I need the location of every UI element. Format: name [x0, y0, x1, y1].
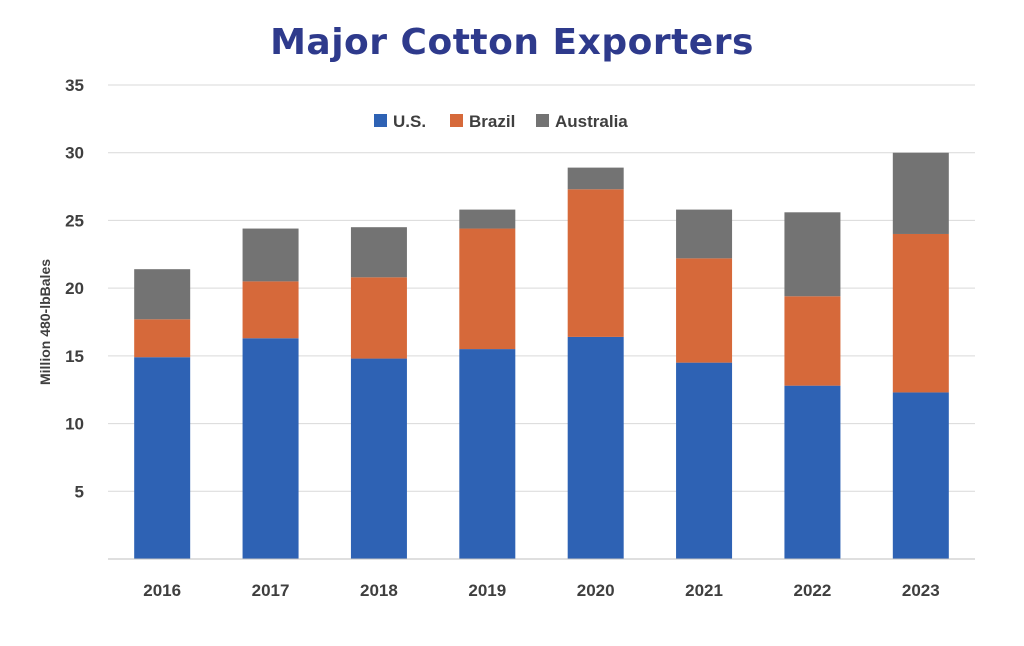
bars	[134, 152, 949, 559]
y-tick-label: 25	[65, 211, 84, 230]
bar-australia-2020	[567, 167, 624, 190]
legend-label: U.S.	[393, 112, 426, 131]
bar-australia-2016	[134, 269, 191, 320]
bar-us-2020	[567, 336, 624, 559]
y-tick-label: 20	[65, 279, 84, 298]
bar-brazil-2022	[784, 296, 841, 386]
y-tick-label: 5	[75, 482, 84, 501]
y-axis-title: Million 480-lbBales	[37, 259, 53, 385]
bar-brazil-2016	[134, 319, 191, 358]
bar-brazil-2021	[676, 258, 733, 363]
y-tick-label: 10	[65, 415, 84, 434]
bar-australia-2019	[459, 209, 516, 229]
x-tick-label: 2019	[468, 581, 506, 600]
bar-brazil-2018	[350, 277, 407, 359]
chart-title: Major Cotton Exporters	[270, 22, 754, 63]
y-tick-label: 15	[65, 347, 84, 366]
x-tick-label: 2017	[252, 581, 290, 600]
bar-brazil-2019	[459, 228, 516, 350]
y-tick-label: 35	[65, 76, 84, 95]
bar-brazil-2017	[242, 281, 299, 339]
x-tick-label: 2022	[794, 581, 832, 600]
bar-us-2017	[242, 338, 299, 559]
bar-australia-2023	[892, 152, 949, 234]
y-tick-label: 30	[65, 144, 84, 163]
x-tick-label: 2023	[902, 581, 940, 600]
legend-swatch-us	[374, 114, 387, 127]
legend-label: Brazil	[469, 112, 515, 131]
x-tick-label: 2016	[143, 581, 181, 600]
bar-brazil-2020	[567, 189, 624, 337]
x-tick-label: 2021	[685, 581, 723, 600]
bar-australia-2022	[784, 212, 841, 297]
bar-us-2023	[892, 392, 949, 559]
legend-swatch-brazil	[450, 114, 463, 127]
bar-brazil-2023	[892, 233, 949, 393]
bar-us-2016	[134, 357, 191, 559]
legend: U.S. Brazil Australia	[374, 112, 628, 131]
bar-australia-2021	[676, 209, 733, 259]
legend-swatch-australia	[536, 114, 549, 127]
bar-us-2019	[459, 349, 516, 559]
gridlines	[108, 84, 975, 492]
bar-australia-2018	[350, 227, 407, 278]
bar-australia-2017	[242, 228, 299, 282]
legend-label: Australia	[555, 112, 628, 131]
bar-us-2021	[676, 362, 733, 559]
x-axis-ticks: 2016 2017 2018 2019 2020 2021 2022 2023	[143, 581, 939, 600]
bar-us-2018	[350, 358, 407, 559]
bar-us-2022	[784, 385, 841, 559]
x-tick-label: 2018	[360, 581, 398, 600]
y-axis-ticks: 5 10 15 20 25 30 35	[65, 76, 84, 501]
x-tick-label: 2020	[577, 581, 615, 600]
